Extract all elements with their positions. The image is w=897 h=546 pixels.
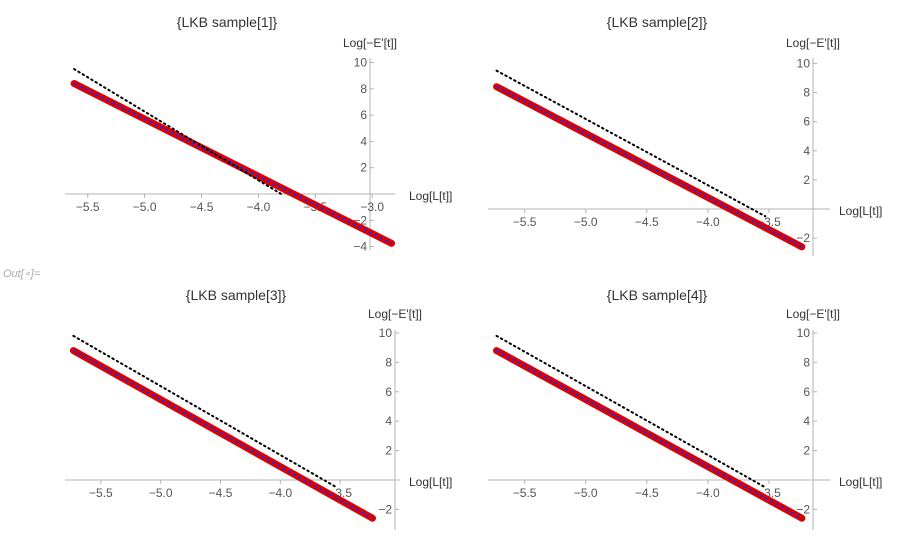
y-tick-label: 10 bbox=[797, 326, 811, 340]
chart-panel-2: {LKB sample[2]}−5.5 −5.0 −4.5 −4.0 −3.5−2246… bbox=[488, 14, 882, 256]
y-tick-label: 8 bbox=[803, 86, 810, 100]
y-tick-label: 2 bbox=[803, 173, 810, 187]
x-tick-label: −5.5 bbox=[513, 215, 537, 229]
x-tick-label: −5.0 bbox=[133, 200, 157, 214]
data-series-line bbox=[69, 347, 376, 522]
x-tick-label: −5.0 bbox=[574, 486, 598, 500]
chart-title: {LKB sample[4]} bbox=[607, 287, 708, 303]
chart-panel-1: {LKB sample[1]}−5.5−5.0−4.5−4.0−3.5−3.0−… bbox=[65, 14, 452, 254]
y-tick-label: 2 bbox=[385, 444, 392, 458]
chart-title: {LKB sample[1]} bbox=[177, 14, 278, 30]
x-tick-label: −5.5 bbox=[89, 486, 113, 500]
x-tick-label: −4.5 bbox=[209, 486, 233, 500]
x-axis-label: Log[L[t]] bbox=[409, 475, 452, 489]
x-tick-label: −4.5 bbox=[635, 486, 659, 500]
chart-title: {LKB sample[3]} bbox=[186, 287, 287, 303]
x-tick-label: −4.0 bbox=[269, 486, 293, 500]
x-tick-label: −3.0 bbox=[360, 200, 384, 214]
chart-title: {LKB sample[2]} bbox=[607, 14, 708, 30]
y-axis-label: Log[−E'[t]] bbox=[343, 36, 397, 50]
reference-series-line bbox=[73, 68, 283, 195]
x-tick-label: −5.5 bbox=[76, 200, 100, 214]
y-tick-label: 6 bbox=[360, 108, 367, 122]
reference-series-line bbox=[495, 69, 767, 218]
y-axis-label: Log[−E'[t]] bbox=[786, 36, 840, 50]
y-tick-label: −2 bbox=[378, 502, 392, 516]
x-axis-label: Log[L[t]] bbox=[839, 475, 882, 489]
y-tick-label: 4 bbox=[803, 414, 810, 428]
y-tick-label: 10 bbox=[379, 326, 393, 340]
fit-series-line bbox=[73, 82, 393, 245]
y-tick-label: −4 bbox=[353, 240, 367, 254]
y-tick-label: 8 bbox=[803, 355, 810, 369]
chart-panel-3: {LKB sample[3]}−5.5 −5.0 −4.5 −4.0 −3.5−2246… bbox=[65, 287, 452, 530]
x-tick-label: −4.5 bbox=[190, 200, 214, 214]
y-tick-label: 10 bbox=[797, 56, 811, 70]
y-tick-label: 2 bbox=[360, 161, 367, 175]
reference-series-line bbox=[72, 334, 338, 489]
x-tick-label: −5.5 bbox=[513, 486, 537, 500]
output-cell-label: Out[∘]= bbox=[3, 268, 41, 280]
y-tick-label: 4 bbox=[803, 144, 810, 158]
y-tick-label: 4 bbox=[385, 414, 392, 428]
fit-series-line bbox=[496, 349, 803, 520]
y-tick-label: 6 bbox=[803, 385, 810, 399]
data-series-line bbox=[493, 83, 806, 251]
x-tick-label: −4.0 bbox=[696, 486, 720, 500]
y-tick-label: 6 bbox=[385, 385, 392, 399]
y-axis-label: Log[−E'[t]] bbox=[368, 307, 422, 321]
chart-panel-4: {LKB sample[4]}−5.5 −5.0 −4.5 −4.0 −3.5−2246… bbox=[488, 287, 882, 530]
y-tick-label: −2 bbox=[796, 502, 810, 516]
y-axis-label: Log[−E'[t]] bbox=[786, 307, 840, 321]
x-axis-label: Log[L[t]] bbox=[839, 204, 882, 218]
x-axis-label: Log[L[t]] bbox=[409, 189, 452, 203]
y-tick-label: 4 bbox=[360, 134, 367, 148]
x-tick-label: −4.5 bbox=[635, 215, 659, 229]
y-tick-label: −2 bbox=[796, 231, 810, 245]
reference-series-line bbox=[495, 334, 767, 489]
y-tick-label: 2 bbox=[803, 444, 810, 458]
y-tick-label: 8 bbox=[360, 82, 367, 96]
x-tick-label: −5.0 bbox=[149, 486, 173, 500]
x-tick-label: −5.0 bbox=[574, 215, 598, 229]
y-tick-label: 6 bbox=[803, 115, 810, 129]
x-tick-label: −4.0 bbox=[247, 200, 271, 214]
x-tick-label: −4.0 bbox=[696, 215, 720, 229]
y-tick-label: 10 bbox=[354, 55, 368, 69]
y-tick-label: 8 bbox=[385, 355, 392, 369]
